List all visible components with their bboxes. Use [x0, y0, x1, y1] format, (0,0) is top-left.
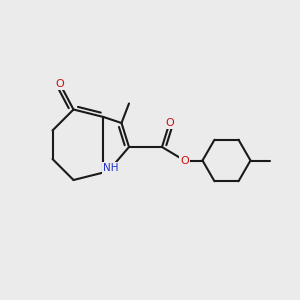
Text: O: O: [165, 118, 174, 128]
Text: O: O: [180, 155, 189, 166]
Text: NH: NH: [103, 163, 119, 173]
Text: O: O: [56, 79, 64, 89]
